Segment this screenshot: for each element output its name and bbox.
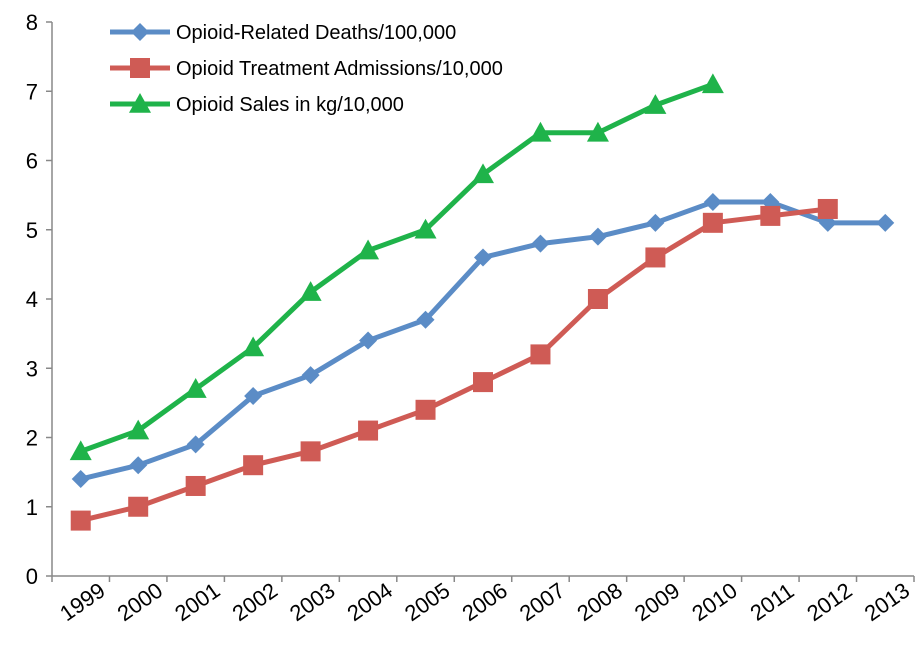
y-tick-label: 1 [26, 495, 38, 520]
data-point [414, 218, 437, 239]
data-point [70, 510, 91, 531]
data-point [529, 121, 552, 142]
data-point [415, 399, 436, 420]
series-layer [69, 73, 895, 531]
data-point [531, 234, 550, 253]
data-point [644, 94, 667, 114]
x-tick-label: 2012 [802, 578, 856, 627]
y-tick-label: 5 [26, 218, 38, 243]
legend-label: Opioid-Related Deaths/100,000 [176, 22, 456, 44]
data-point [645, 247, 666, 268]
data-point [646, 213, 665, 232]
data-point [586, 121, 609, 142]
data-point [587, 289, 608, 309]
y-tick-label: 3 [26, 356, 38, 381]
data-point [416, 310, 435, 329]
data-point [127, 419, 150, 440]
data-point [760, 205, 781, 226]
y-tick-label: 4 [26, 287, 38, 312]
y-tick-label: 8 [26, 10, 38, 35]
x-tick-label: 1999 [55, 578, 109, 627]
data-point [472, 163, 494, 184]
data-point [243, 455, 264, 476]
x-tick-label: 2003 [285, 578, 339, 627]
data-point [69, 440, 92, 461]
x-tick-label: 2013 [860, 578, 914, 627]
y-tick-label: 6 [26, 149, 38, 174]
data-point [701, 73, 724, 94]
data-point [71, 470, 90, 489]
data-point [876, 213, 895, 232]
legend: Opioid-Related Deaths/100,000 Opioid Trea… [110, 22, 503, 116]
series-line [80, 206, 829, 524]
legend-label: Opioid Sales in kg/10,000 [176, 94, 404, 116]
legend-entry: Opioid Sales in kg/10,000 [110, 93, 404, 116]
data-point [703, 193, 722, 212]
series-3 [69, 73, 724, 461]
data-point [357, 239, 380, 260]
x-tick-label: 2006 [457, 578, 511, 627]
x-tick-label: 2004 [343, 578, 397, 627]
data-point [242, 336, 265, 357]
data-point [300, 441, 321, 462]
x-tick-label: 2001 [170, 578, 224, 627]
x-tick-label: 2010 [687, 578, 741, 627]
legend-label: Opioid Treatment Admissions/10,000 [176, 58, 503, 80]
y-tick-label: 2 [26, 426, 38, 451]
x-tick-label: 2002 [228, 578, 282, 627]
data-point [301, 366, 320, 385]
x-tick-label: 2007 [515, 578, 569, 627]
x-tick-label: 2008 [572, 578, 626, 627]
data-point [588, 227, 607, 246]
data-point [473, 372, 493, 393]
data-point [185, 475, 206, 496]
series-1 [71, 193, 895, 489]
data-point [359, 331, 378, 350]
y-tick-label: 7 [26, 79, 38, 104]
legend-entry: Opioid-Related Deaths/100,000 [110, 22, 456, 44]
series-line [79, 81, 714, 454]
data-point [186, 435, 205, 454]
data-point [474, 248, 492, 267]
x-tick-label: 2009 [630, 578, 684, 627]
data-point [299, 281, 322, 301]
x-tick-label: 2000 [113, 578, 167, 627]
data-point [358, 420, 379, 441]
data-point [702, 212, 723, 233]
series-2 [70, 198, 838, 531]
x-tick-label: 2005 [400, 578, 454, 627]
legend-swatch-marker [129, 93, 151, 113]
data-point [129, 456, 148, 475]
legend-swatch-marker [130, 58, 150, 78]
series-line [80, 199, 886, 482]
data-point [128, 496, 149, 517]
data-point [244, 386, 263, 405]
legend-swatch-marker [131, 23, 149, 41]
data-point [817, 198, 838, 219]
y-tick-label: 0 [26, 564, 38, 589]
legend-entry: Opioid Treatment Admissions/10,000 [110, 58, 503, 80]
data-point [184, 378, 207, 398]
x-tick-label: 2011 [745, 578, 798, 626]
data-point [530, 344, 551, 365]
